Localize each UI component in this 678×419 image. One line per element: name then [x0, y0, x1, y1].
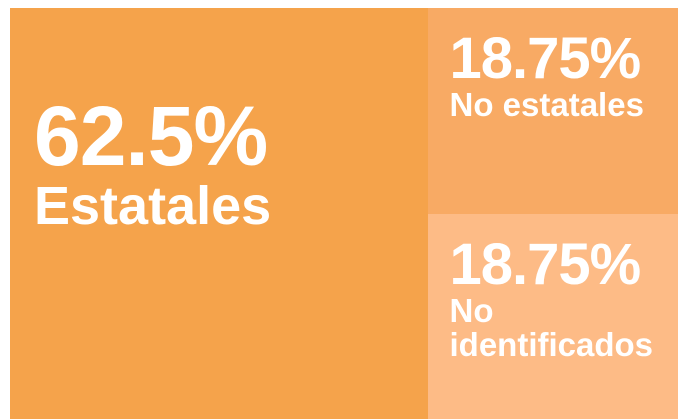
- value-label: 18.75%: [449, 26, 642, 91]
- value-label: 62.5%: [34, 89, 268, 183]
- treemap-cell: 62.5% Estatales: [10, 8, 428, 419]
- treemap-cell: 18.75% No estatales: [427, 8, 678, 214]
- treemap-cell: 18.75% No identificados: [427, 213, 678, 419]
- category-label: No estatales: [449, 86, 644, 123]
- category-label: No identificados: [449, 291, 654, 364]
- value-label: 18.75%: [449, 231, 642, 297]
- category-label: Estatales: [34, 176, 272, 236]
